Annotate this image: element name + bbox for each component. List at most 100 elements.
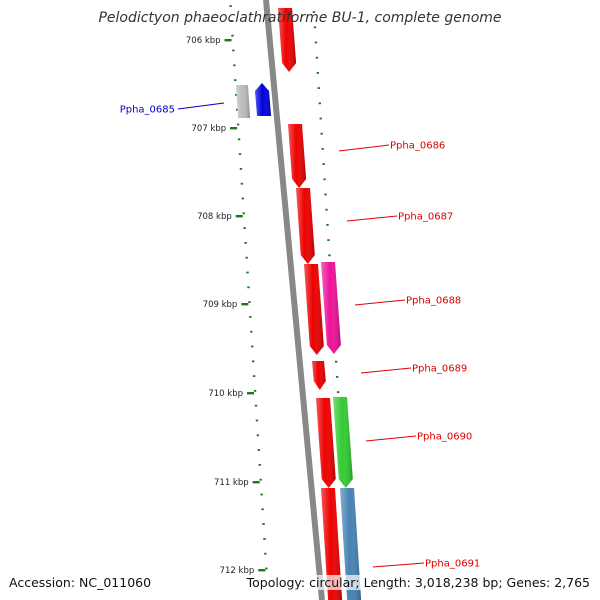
scale-dot <box>325 208 328 211</box>
scale-dot <box>230 20 233 22</box>
scale-dot <box>334 360 338 363</box>
scale-dot <box>323 178 326 181</box>
scale-dot <box>314 41 318 44</box>
tick-mark <box>224 39 232 42</box>
gene-label-ppha_0690[interactable]: Ppha_0690 <box>417 432 472 443</box>
scale-dot <box>336 391 340 393</box>
scale-dot <box>243 227 246 229</box>
genome-backbone <box>263 0 325 600</box>
scale-ticks: 706 kbp 707 kbp 708 kbp 709 kbp 710 kbp 711 k… <box>186 36 266 576</box>
scale-dot <box>229 5 232 7</box>
gene-label-ppha_0687[interactable]: Ppha_0687 <box>398 212 453 223</box>
scale-dot <box>251 345 254 348</box>
scale-dot <box>252 375 256 377</box>
scale-dot <box>263 538 266 540</box>
scale-dot <box>316 72 320 74</box>
gene-features <box>236 8 362 600</box>
scale-dot <box>322 163 325 165</box>
scale-dot <box>246 271 249 274</box>
tick-mark <box>235 215 243 218</box>
scale-dot <box>254 404 258 407</box>
scale-dot <box>327 239 330 241</box>
scale-dot <box>256 434 260 437</box>
leader-line <box>338 144 390 152</box>
leader-line <box>177 102 225 110</box>
gene-shading <box>236 85 251 118</box>
scale-dot <box>236 123 240 126</box>
gene-shading <box>321 262 341 354</box>
scale-dot <box>312 11 316 13</box>
scale-dot <box>242 212 245 215</box>
scale-dot <box>320 132 323 135</box>
scale-dot <box>241 197 245 200</box>
scale-dot <box>321 148 324 150</box>
scale-dot <box>255 419 259 422</box>
tick-label: 708 kbp <box>197 212 232 222</box>
scale-dot <box>235 94 238 96</box>
scale-dot <box>264 552 267 555</box>
scale-dot <box>262 523 265 525</box>
scale-dot <box>240 182 244 185</box>
gene-shading <box>333 397 353 488</box>
scale-dot <box>328 254 331 257</box>
gene-labels: Ppha_0685 Ppha_0686 Ppha_0687 Ppha_0688 Ppha… <box>120 102 480 570</box>
scale-dot <box>335 376 339 378</box>
tick-label: 712 kbp <box>220 566 255 576</box>
scale-dot <box>313 26 317 29</box>
tick-mark <box>230 127 238 130</box>
accession-text: Accession: NC_011060 <box>9 575 152 590</box>
scale-dot <box>259 478 262 481</box>
scale-dot <box>245 256 248 259</box>
leader-line <box>365 435 417 442</box>
tick-mark <box>252 481 260 484</box>
scale-dot <box>260 493 263 496</box>
gene-label-ppha_0689[interactable]: Ppha_0689 <box>412 364 467 375</box>
scale-dot <box>250 330 253 333</box>
scale-dot <box>249 316 252 318</box>
scale-dot <box>261 508 264 511</box>
tick-label: 709 kbp <box>203 300 238 310</box>
scale-dot <box>239 168 243 170</box>
gene-label-ppha_0691[interactable]: Ppha_0691 <box>425 559 480 570</box>
gene-shading <box>255 83 272 116</box>
scale-dot <box>244 242 247 244</box>
gene-shading <box>304 264 324 355</box>
scale-dot <box>258 464 261 466</box>
scale-dot <box>248 301 251 303</box>
scale-dot <box>235 108 239 111</box>
tick-label: 711 kbp <box>214 478 249 488</box>
scale-dot <box>265 567 268 570</box>
tick-label: 706 kbp <box>186 36 221 46</box>
scale-dot <box>317 87 320 89</box>
scale-dot <box>231 34 234 37</box>
leader-line <box>354 299 406 306</box>
gene-shading <box>312 361 326 390</box>
tick-mark <box>258 569 266 572</box>
scale-dot <box>238 153 242 155</box>
gene-shading <box>321 488 343 600</box>
genome-title: Pelodictyon phaeoclathratiforme BU-1, co… <box>98 10 502 26</box>
tick-mark <box>246 392 254 395</box>
scale-dot <box>326 224 329 226</box>
scale-dot <box>232 49 235 52</box>
gene-label-ppha_0685[interactable]: Ppha_0685 <box>120 105 175 116</box>
gene-shading <box>316 398 336 488</box>
scale-dot <box>318 102 321 105</box>
leader-line <box>372 562 425 568</box>
scale-dot <box>253 390 257 392</box>
tick-label: 710 kbp <box>208 389 243 399</box>
scale-dot <box>234 79 237 81</box>
gene-label-ppha_0686[interactable]: Ppha_0686 <box>390 141 445 152</box>
leader-line <box>346 215 398 222</box>
leader-line <box>360 367 412 374</box>
gene-shading <box>288 124 307 188</box>
scale-dot <box>324 193 327 196</box>
gene-shading <box>278 8 297 72</box>
gene-label-ppha_0688[interactable]: Ppha_0688 <box>406 296 461 307</box>
scale-dot <box>233 64 236 67</box>
scale-dot <box>251 360 255 363</box>
topology-text: Topology: circular; Length: 3,018,238 bp… <box>246 575 590 590</box>
scale-dot <box>319 117 322 120</box>
tick-mark <box>241 303 249 306</box>
